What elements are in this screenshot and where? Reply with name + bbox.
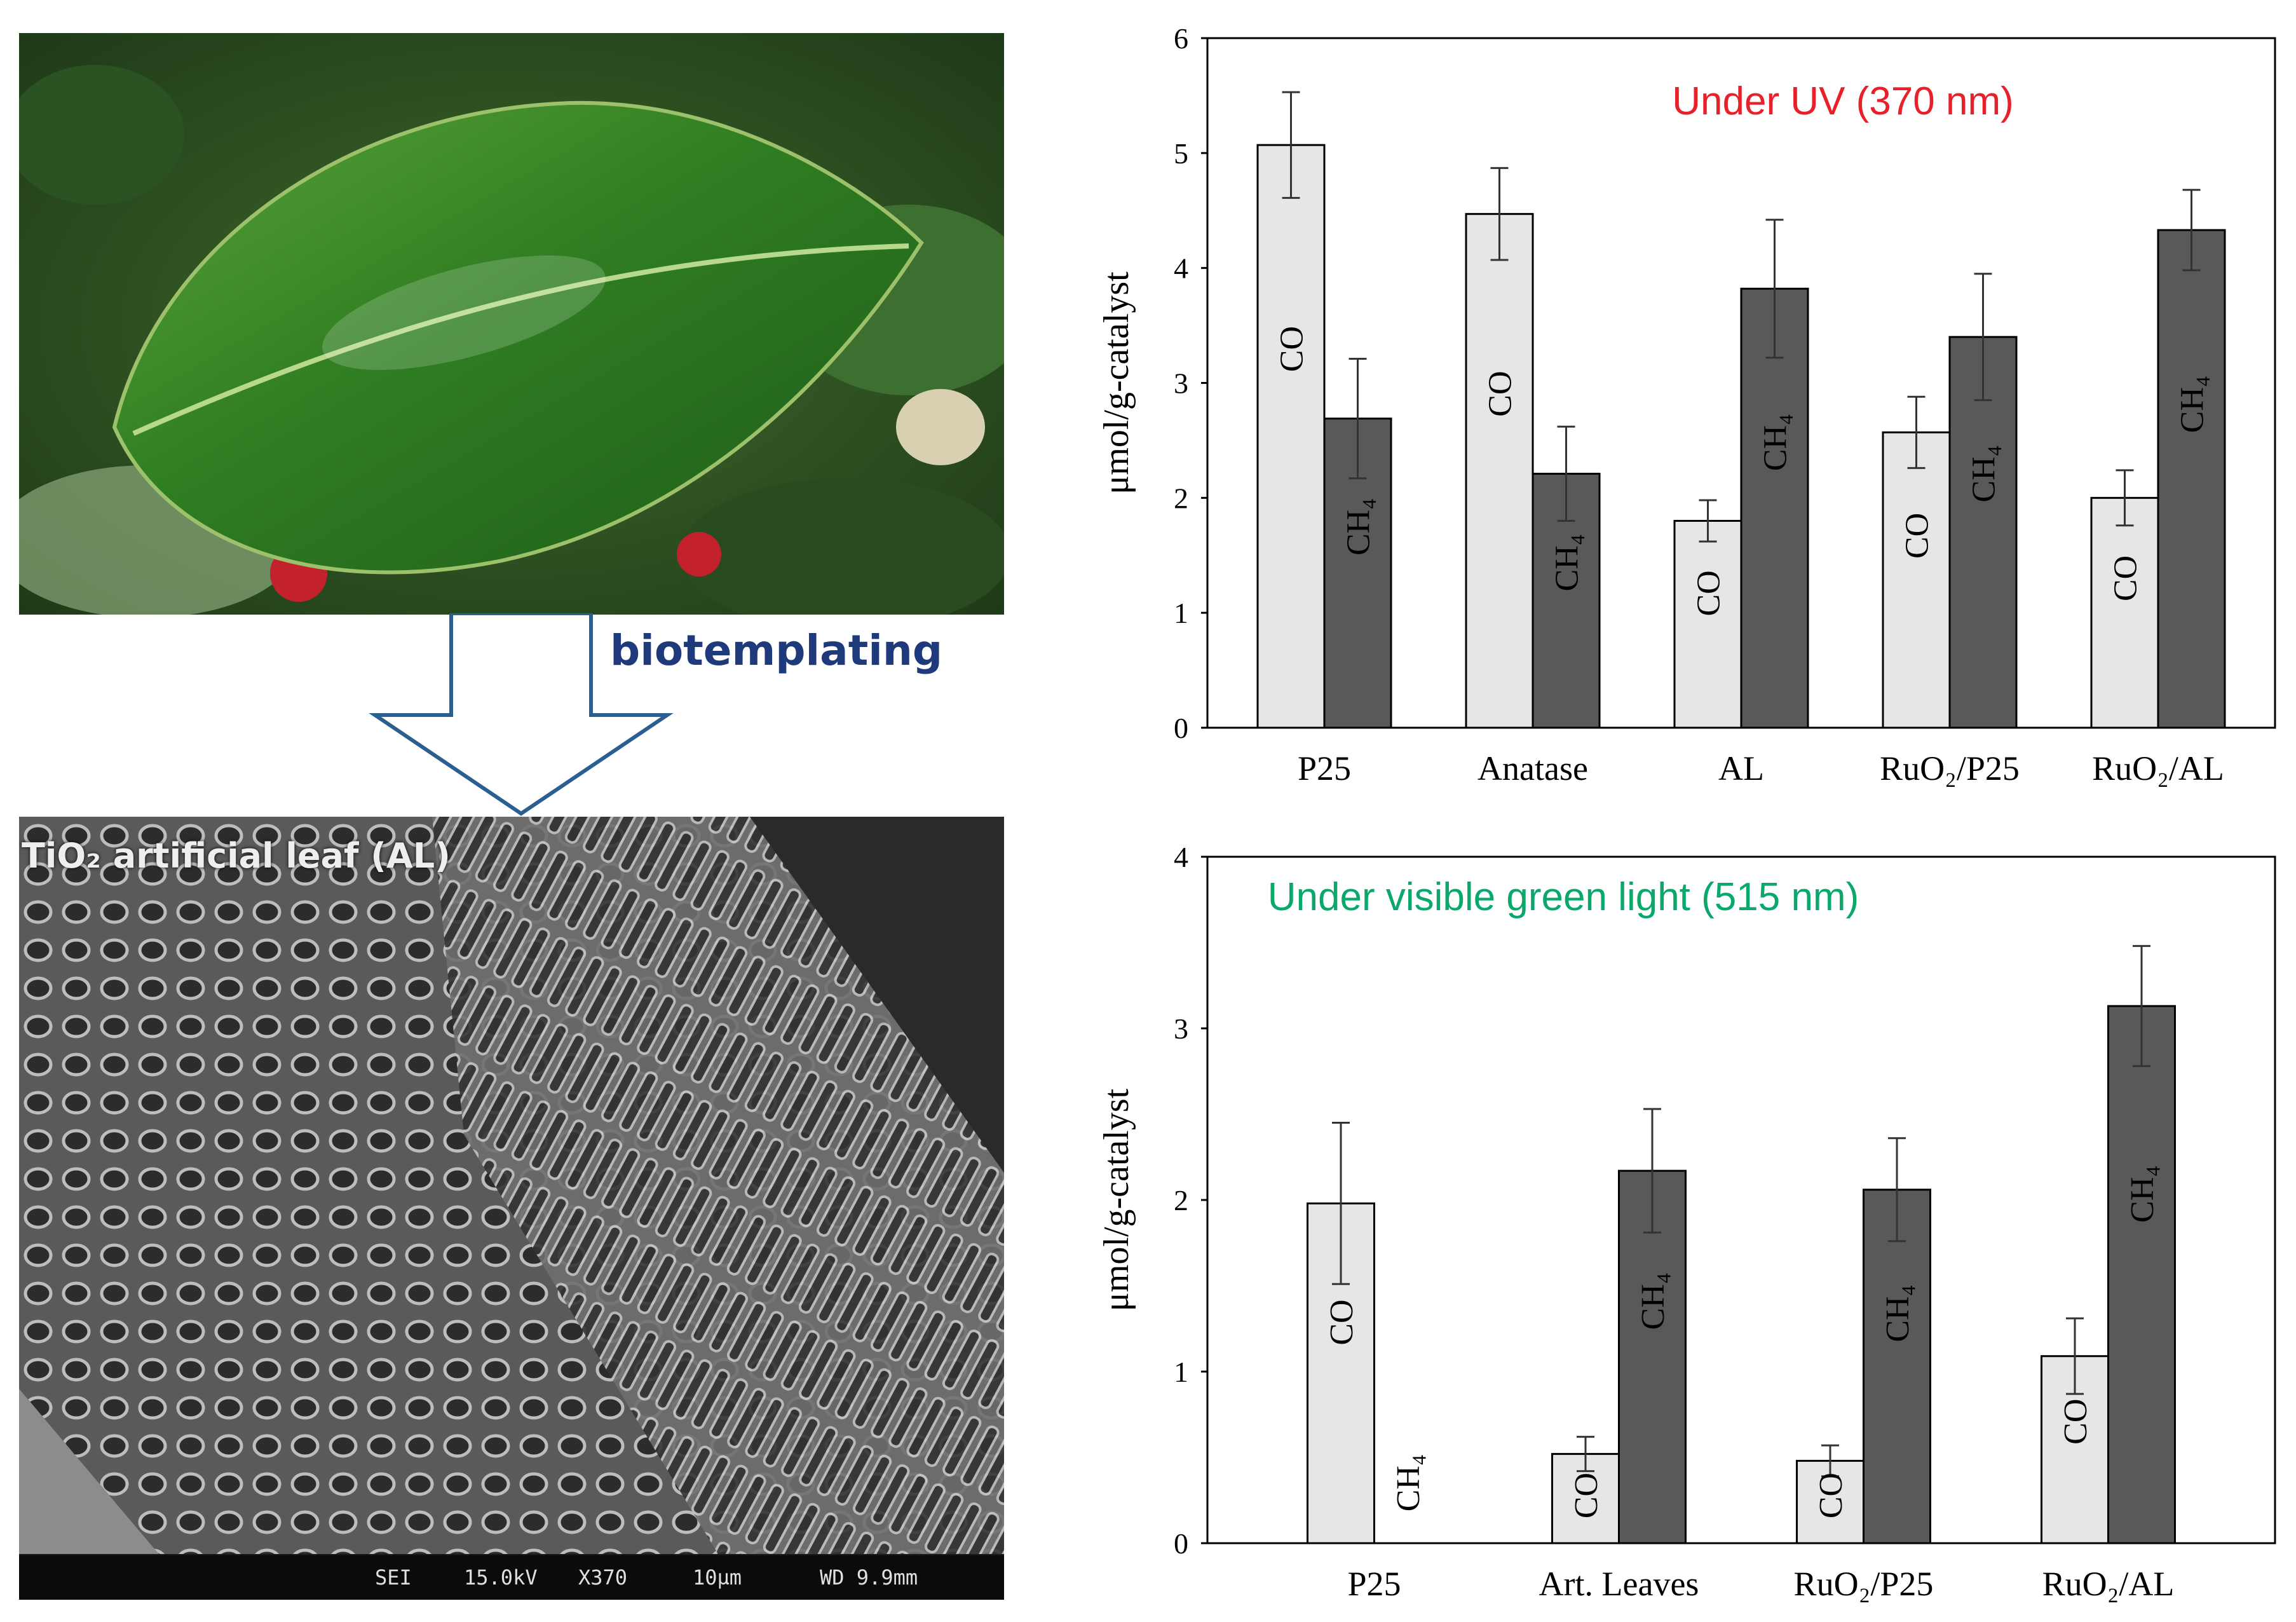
biotemplating-arrow bbox=[356, 611, 686, 823]
sem-footer-working-distance: WD 9.9mm bbox=[820, 1565, 918, 1590]
bar-series-label: CH₄ bbox=[1549, 534, 1586, 591]
x-category-label: Art. Leaves bbox=[1539, 1565, 1699, 1603]
bar-ch4 bbox=[2157, 229, 2226, 729]
leaf-photo bbox=[19, 33, 1004, 615]
x-category-label: RuO₂/P25 bbox=[1794, 1565, 1934, 1603]
y-tick-label: 3 bbox=[1174, 1012, 1188, 1045]
bar-series-label: CO bbox=[1483, 371, 1519, 416]
y-tick-label: 0 bbox=[1174, 712, 1188, 744]
bar-series-label: CH₄ bbox=[1966, 445, 2002, 502]
sem-texture bbox=[19, 817, 1004, 1600]
x-category-label: RuO₂/AL bbox=[2092, 749, 2224, 787]
bar-series-label: CH₄ bbox=[1635, 1272, 1671, 1330]
sem-footer-detector: SEI bbox=[375, 1565, 412, 1590]
down-arrow-icon bbox=[369, 611, 674, 816]
bar-series-label: CH₄ bbox=[2124, 1165, 2161, 1222]
bar-series-label: CO bbox=[1813, 1473, 1849, 1518]
chart-visible-svg: 0 1 2 3 4 μmol/g-catalyst Under visible green … bbox=[1097, 841, 2276, 1603]
bar-co bbox=[1882, 431, 1951, 729]
y-tick-label: 4 bbox=[1174, 252, 1188, 285]
chart-uv-svg: 0 1 2 3 4 5 6 μmol/g-catalyst Under UV (370 nm) C… bbox=[1097, 22, 2276, 787]
y-tick-label: 4 bbox=[1174, 841, 1188, 873]
bar-ch4 bbox=[2107, 1005, 2176, 1544]
y-tick-label: 1 bbox=[1174, 597, 1188, 629]
sem-footer: SEI 15.0kV X370 10µm WD 9.9mm bbox=[19, 1555, 1004, 1600]
bar-series-label: CO bbox=[1324, 1299, 1360, 1345]
bar-series-label: CO bbox=[2108, 555, 2144, 601]
bar-series-label: CH₄ bbox=[1390, 1454, 1427, 1511]
bar-series-label: CO bbox=[1568, 1473, 1605, 1518]
bar-series-label: CH₄ bbox=[1880, 1285, 1916, 1342]
sem-footer-scale: 10µm bbox=[693, 1565, 742, 1590]
bar-co bbox=[2090, 496, 2159, 729]
x-category-label: RuO₂/P25 bbox=[1880, 749, 2020, 787]
sem-image: TiO₂ artificial leaf (AL) SEI 15.0kV X37… bbox=[19, 817, 1004, 1600]
sem-footer-magnification: X370 bbox=[578, 1565, 628, 1590]
bar-series-label: CH₄ bbox=[2175, 376, 2211, 433]
bar-series-label: CH₄ bbox=[1341, 498, 1377, 555]
x-category-label: AL bbox=[1718, 749, 1764, 787]
x-category-label: P25 bbox=[1347, 1565, 1401, 1603]
arrow-label: biotemplating bbox=[610, 626, 943, 675]
bar-series-label: CO bbox=[1274, 326, 1310, 372]
y-tick-label: 2 bbox=[1174, 482, 1188, 514]
bar-ch4 bbox=[1863, 1189, 1931, 1544]
y-tick-label: 3 bbox=[1174, 367, 1188, 400]
chart-title: Under UV (370 nm) bbox=[1672, 79, 2014, 123]
leaf-photo-image bbox=[19, 33, 1004, 615]
y-tick-label: 1 bbox=[1174, 1356, 1188, 1388]
chart-uv: 0 1 2 3 4 5 6 μmol/g-catalyst Under UV (370 nm) C… bbox=[1055, 19, 2288, 814]
y-tick-label: 6 bbox=[1174, 22, 1188, 55]
chart-visible: 0 1 2 3 4 μmol/g-catalyst Under visible green … bbox=[1055, 839, 2288, 1619]
bar-series-label: CO bbox=[2058, 1399, 2094, 1445]
bar-co bbox=[1465, 213, 1534, 729]
bar-ch4 bbox=[1948, 336, 2018, 729]
y-tick-label: 0 bbox=[1174, 1527, 1188, 1560]
chart-title: Under visible green light (515 nm) bbox=[1268, 875, 1859, 919]
sem-footer-voltage: 15.0kV bbox=[464, 1565, 538, 1590]
bar-series-label: CO bbox=[1691, 570, 1727, 616]
bar-co bbox=[1673, 520, 1742, 729]
x-category-label: Anatase bbox=[1477, 749, 1588, 787]
sem-caption: TiO₂ artificial leaf (AL) bbox=[22, 836, 451, 876]
bar-co bbox=[1256, 144, 1326, 729]
y-tick-label: 2 bbox=[1174, 1184, 1188, 1216]
y-axis-label: μmol/g-catalyst bbox=[1097, 1088, 1136, 1311]
y-axis-label: μmol/g-catalyst bbox=[1097, 271, 1136, 494]
bar-series-label: CO bbox=[1899, 513, 1936, 559]
x-category-label: RuO₂/AL bbox=[2042, 1565, 2175, 1603]
y-tick-label: 5 bbox=[1174, 137, 1188, 170]
x-category-label: P25 bbox=[1298, 749, 1351, 787]
bar-series-label: CH₄ bbox=[1758, 414, 1794, 471]
